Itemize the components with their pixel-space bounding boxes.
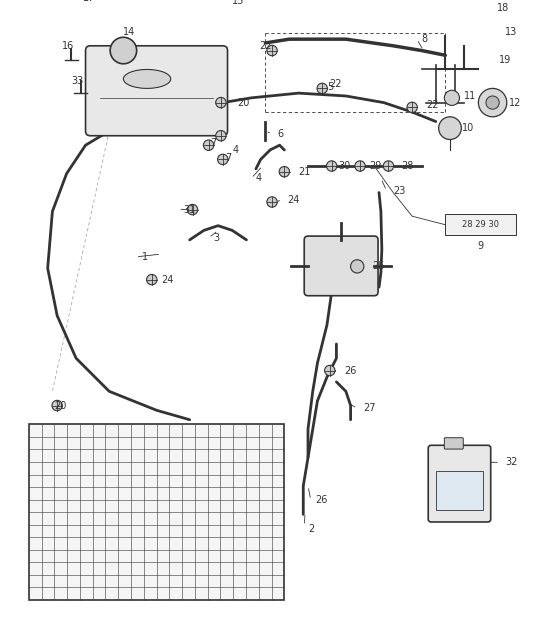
Circle shape <box>267 45 277 56</box>
Text: 15: 15 <box>232 0 245 6</box>
Circle shape <box>317 83 328 94</box>
Text: 14: 14 <box>123 26 136 36</box>
Text: 4: 4 <box>232 145 238 155</box>
Text: 26: 26 <box>344 365 356 376</box>
Text: 31: 31 <box>183 205 195 215</box>
Circle shape <box>439 117 462 139</box>
Text: 17: 17 <box>83 0 95 4</box>
Text: 6: 6 <box>278 129 284 139</box>
Circle shape <box>216 97 226 108</box>
Text: 32: 32 <box>505 457 517 467</box>
Circle shape <box>444 90 459 106</box>
Text: 1: 1 <box>142 252 148 262</box>
Circle shape <box>216 131 226 141</box>
Text: 22: 22 <box>259 41 271 51</box>
Text: 4: 4 <box>256 173 262 183</box>
Circle shape <box>326 161 337 171</box>
Text: 7: 7 <box>210 138 217 148</box>
Circle shape <box>486 96 499 109</box>
Text: 30: 30 <box>338 161 350 171</box>
Circle shape <box>383 161 393 171</box>
Text: 28 29 30: 28 29 30 <box>462 220 499 229</box>
Text: 10: 10 <box>462 123 475 133</box>
Text: 29: 29 <box>370 161 382 171</box>
Text: 25: 25 <box>372 261 385 271</box>
Circle shape <box>147 274 157 285</box>
Circle shape <box>479 89 507 117</box>
Bar <box>29 425 284 600</box>
Circle shape <box>187 204 198 215</box>
Text: 24: 24 <box>287 195 300 205</box>
Text: 22: 22 <box>426 100 439 111</box>
Circle shape <box>52 400 62 411</box>
Circle shape <box>217 154 228 165</box>
Text: 23: 23 <box>393 186 405 196</box>
Text: 8: 8 <box>422 34 428 44</box>
FancyBboxPatch shape <box>86 46 227 136</box>
Text: 2: 2 <box>308 524 314 534</box>
Text: 26: 26 <box>316 495 328 505</box>
Text: 28: 28 <box>401 161 413 171</box>
Text: 5: 5 <box>327 82 333 92</box>
Circle shape <box>407 102 417 112</box>
Text: 21: 21 <box>299 166 311 176</box>
Circle shape <box>267 197 277 207</box>
Circle shape <box>350 260 364 273</box>
Circle shape <box>203 140 214 150</box>
FancyBboxPatch shape <box>428 445 490 522</box>
Text: 12: 12 <box>508 97 521 107</box>
Text: 11: 11 <box>464 91 476 101</box>
Circle shape <box>325 365 335 376</box>
Text: 13: 13 <box>505 26 517 36</box>
Text: 16: 16 <box>62 41 74 51</box>
Ellipse shape <box>123 70 171 89</box>
Text: 33: 33 <box>71 76 83 86</box>
Text: 7: 7 <box>225 153 231 163</box>
Text: 3: 3 <box>213 233 220 243</box>
Circle shape <box>355 161 365 171</box>
Text: 24: 24 <box>161 274 174 284</box>
Text: 22: 22 <box>329 78 341 89</box>
Text: 19: 19 <box>499 55 511 65</box>
Circle shape <box>110 37 137 64</box>
Bar <box>445 214 516 235</box>
Text: 27: 27 <box>363 403 376 413</box>
Circle shape <box>279 166 289 177</box>
Text: 18: 18 <box>498 3 510 13</box>
FancyBboxPatch shape <box>444 438 463 449</box>
Text: 20: 20 <box>237 97 250 107</box>
Bar <box>436 470 483 510</box>
Text: 9: 9 <box>478 242 484 251</box>
FancyBboxPatch shape <box>304 236 378 296</box>
Text: 20: 20 <box>54 401 66 411</box>
